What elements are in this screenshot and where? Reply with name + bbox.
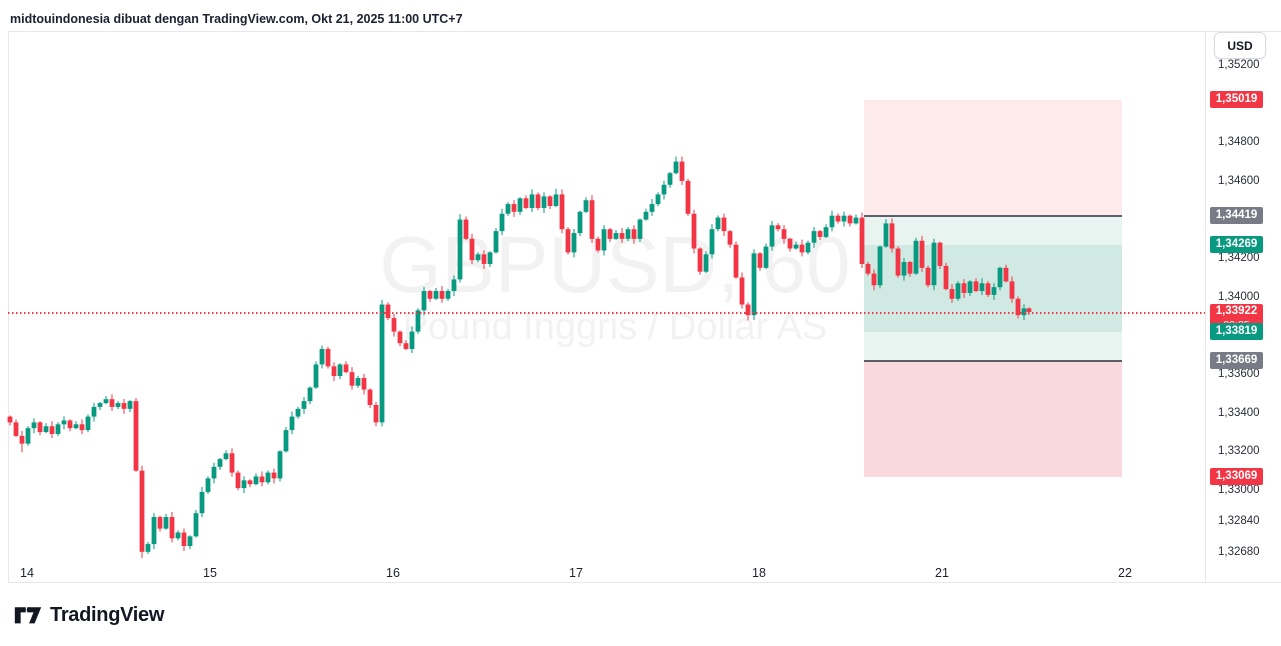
price-tick-label: 1,34200: [1218, 252, 1260, 265]
position-entry-line[interactable]: [864, 359, 1122, 362]
time-axis-label: 22: [1118, 566, 1132, 580]
position-entry-line[interactable]: [864, 214, 1122, 217]
time-axis-label: 16: [386, 566, 400, 580]
time-axis-label: 14: [20, 566, 34, 580]
price-tick-label: 1,33000: [1218, 483, 1260, 496]
tradingview-logo[interactable]: TradingView: [13, 604, 164, 627]
price-axis-divider: [1205, 31, 1206, 582]
price-badge-target: 1,34269: [1210, 236, 1263, 254]
price-tick-label: 1,34000: [1218, 290, 1260, 303]
time-axis-label: 21: [935, 566, 949, 580]
price-tick-label: 1,35200: [1218, 59, 1260, 71]
watermark-description: Pound Inggris / Dollar AS: [402, 306, 828, 348]
tradingview-logo-icon: [14, 606, 42, 623]
price-tick-label: 1,33200: [1218, 445, 1260, 458]
price-tick-label: 1,33600: [1218, 368, 1260, 381]
currency-toggle-button[interactable]: USD: [1214, 32, 1266, 59]
short-position-profit-zone[interactable]: [864, 215, 1122, 245]
long-position-loss-zone[interactable]: [864, 360, 1122, 477]
time-axis-label: 17: [569, 566, 583, 580]
price-tick-label: 1,32840: [1218, 514, 1260, 527]
last-price-line: [8, 312, 1205, 314]
price-tick-label: 1,32680: [1218, 545, 1260, 558]
price-badge-entry: 1,33669: [1210, 352, 1263, 370]
long-position-profit-zone[interactable]: [864, 331, 1122, 361]
price-badge-stop: 1,33069: [1210, 468, 1263, 486]
price-tick-label: 1,34800: [1218, 136, 1260, 149]
pane-border-left: [8, 31, 9, 582]
price-badge-stop: 1,35019: [1210, 91, 1263, 109]
price-tick-label: 1,34600: [1218, 174, 1260, 187]
pane-border-bottom: [8, 582, 1281, 583]
price-badge-entry: 1,34419: [1210, 207, 1263, 225]
price-tick-label: 1,33400: [1218, 406, 1260, 419]
attribution-text: midtouindonesia dibuat dengan TradingVie…: [10, 12, 463, 26]
price-badge-target: 1,33819: [1210, 323, 1263, 341]
time-axis-label: 15: [203, 566, 217, 580]
time-axis-label: 18: [752, 566, 766, 580]
short-position-loss-zone[interactable]: [864, 99, 1122, 216]
tradingview-logo-text: TradingView: [50, 604, 165, 626]
pane-border-top: [8, 31, 1281, 32]
